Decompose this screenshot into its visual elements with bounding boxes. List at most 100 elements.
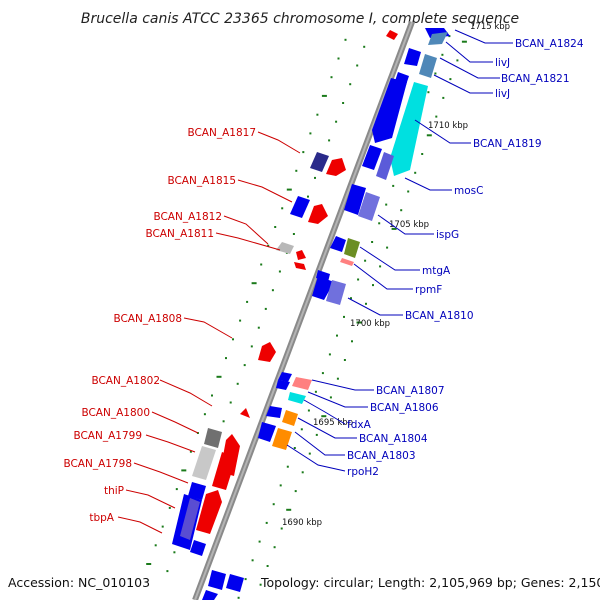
scale-label: 1705 kbp <box>389 220 429 230</box>
gene-feature[interactable] <box>278 372 292 382</box>
gene-feature[interactable] <box>330 236 346 252</box>
scale-tick <box>363 45 366 48</box>
gene-feature[interactable] <box>202 590 218 600</box>
gene-label[interactable]: mosC <box>454 185 483 197</box>
scale-tick <box>343 359 346 361</box>
gene-feature[interactable] <box>226 574 244 592</box>
gene-feature[interactable] <box>372 78 407 143</box>
gene-feature[interactable] <box>386 30 398 40</box>
scale-tick <box>407 190 410 193</box>
gene-feature[interactable] <box>190 540 206 556</box>
gene-feature[interactable] <box>376 152 394 180</box>
gene-feature[interactable] <box>294 262 306 270</box>
gene-label[interactable]: BCAN_A1802 <box>91 375 160 387</box>
gene-label[interactable]: rpmF <box>415 284 442 296</box>
scale-tick <box>435 115 438 118</box>
gene-label[interactable]: BCAN_A1806 <box>370 402 439 414</box>
scale-tick <box>391 227 397 230</box>
gene-label[interactable]: BCAN_A1821 <box>501 73 570 85</box>
topology-summary-text: Topology: circular; Length: 2,105,969 bp… <box>260 575 600 590</box>
gene-label[interactable]: BCAN_A1800 <box>81 407 150 419</box>
gene-label[interactable]: BCAN_A1812 <box>153 211 222 223</box>
gene-feature[interactable] <box>404 48 421 66</box>
gene-label[interactable]: fdxA <box>347 419 372 431</box>
gene-label[interactable]: BCAN_A1817 <box>187 127 256 139</box>
gene-label[interactable]: BCAN_A1811 <box>145 228 214 240</box>
scale-tick <box>293 447 296 449</box>
scale-tick <box>222 420 225 423</box>
scale-tick <box>211 394 213 397</box>
forward-gene-labels: BCAN_A1824 livJ BCAN_A1821 livJ BCAN_A18… <box>347 38 584 478</box>
gene-label[interactable]: BCAN_A1807 <box>376 385 445 397</box>
gene-label[interactable]: livJ <box>495 57 510 69</box>
gene-label[interactable]: BCAN_A1803 <box>347 450 416 462</box>
scale-tick <box>442 96 445 99</box>
gene-feature[interactable] <box>292 377 312 390</box>
gene-feature[interactable] <box>290 196 310 218</box>
scale-tick <box>400 209 403 212</box>
gene-label[interactable]: rpoH2 <box>347 466 379 478</box>
gene-feature[interactable] <box>344 184 366 215</box>
gene-feature[interactable] <box>296 250 306 260</box>
scale-tick <box>243 364 246 367</box>
scale-tick <box>329 396 332 399</box>
gene-feature[interactable] <box>312 276 334 300</box>
scale-tick <box>232 338 234 341</box>
gene-feature[interactable] <box>344 238 360 258</box>
gene-label[interactable]: BCAN_A1808 <box>113 313 182 325</box>
scale-tick <box>168 506 171 509</box>
gene-feature[interactable] <box>266 406 282 418</box>
scale-tick <box>386 246 389 249</box>
gene-feature[interactable] <box>326 280 346 305</box>
gene-feature[interactable] <box>212 452 236 490</box>
gene-feature[interactable] <box>308 204 328 224</box>
gene-feature[interactable] <box>390 82 428 176</box>
scale-tick <box>434 72 437 75</box>
scale-tick <box>314 176 316 179</box>
gene-label[interactable]: BCAN_A1798 <box>63 458 132 470</box>
forward-leader-lines <box>286 29 513 472</box>
scale-tick <box>461 40 467 43</box>
gene-feature[interactable] <box>192 446 216 480</box>
scale-tick <box>236 382 239 385</box>
gene-label[interactable]: livJ <box>495 88 510 100</box>
gene-feature[interactable] <box>358 192 380 221</box>
gene-label[interactable]: BCAN_A1799 <box>73 430 142 442</box>
gene-label[interactable]: BCAN_A1819 <box>473 138 542 150</box>
gene-label[interactable]: BCAN_A1824 <box>515 38 584 50</box>
gene-feature[interactable] <box>240 408 250 418</box>
gene-feature[interactable] <box>208 570 226 590</box>
gene-label[interactable]: BCAN_A1810 <box>405 310 474 322</box>
gene-label[interactable]: thiP <box>104 485 124 497</box>
gene-feature[interactable] <box>258 422 276 442</box>
gene-label[interactable]: tbpA <box>89 512 114 524</box>
scale-tick <box>328 139 331 142</box>
gene-feature[interactable] <box>258 342 276 362</box>
gene-feature[interactable] <box>276 242 294 254</box>
gene-feature[interactable] <box>428 32 448 45</box>
gene-feature[interactable] <box>204 428 222 448</box>
gene-feature[interactable] <box>272 428 292 450</box>
gene-label[interactable]: BCAN_A1815 <box>167 175 236 187</box>
gene-feature[interactable] <box>326 158 346 176</box>
gene-feature[interactable] <box>340 258 354 266</box>
scale-tick <box>321 415 327 418</box>
gene-label[interactable]: BCAN_A1804 <box>359 433 428 445</box>
gene-feature[interactable] <box>310 152 329 172</box>
gene-feature[interactable] <box>180 498 200 540</box>
scale-tick <box>335 120 338 123</box>
scale-tick <box>426 134 432 137</box>
gene-feature[interactable] <box>288 392 306 404</box>
gene-label[interactable]: mtgA <box>422 265 451 277</box>
gene-feature[interactable] <box>362 145 382 170</box>
gene-feature[interactable] <box>419 54 437 78</box>
scale-tick <box>357 278 360 281</box>
gene-feature[interactable] <box>276 380 290 390</box>
scale-tick <box>294 490 297 493</box>
gene-feature[interactable] <box>282 410 298 426</box>
gene-label[interactable]: ispG <box>436 229 459 241</box>
gene-feature[interactable] <box>188 482 206 500</box>
scale-tick <box>295 169 298 172</box>
gene-feature[interactable] <box>196 490 222 534</box>
